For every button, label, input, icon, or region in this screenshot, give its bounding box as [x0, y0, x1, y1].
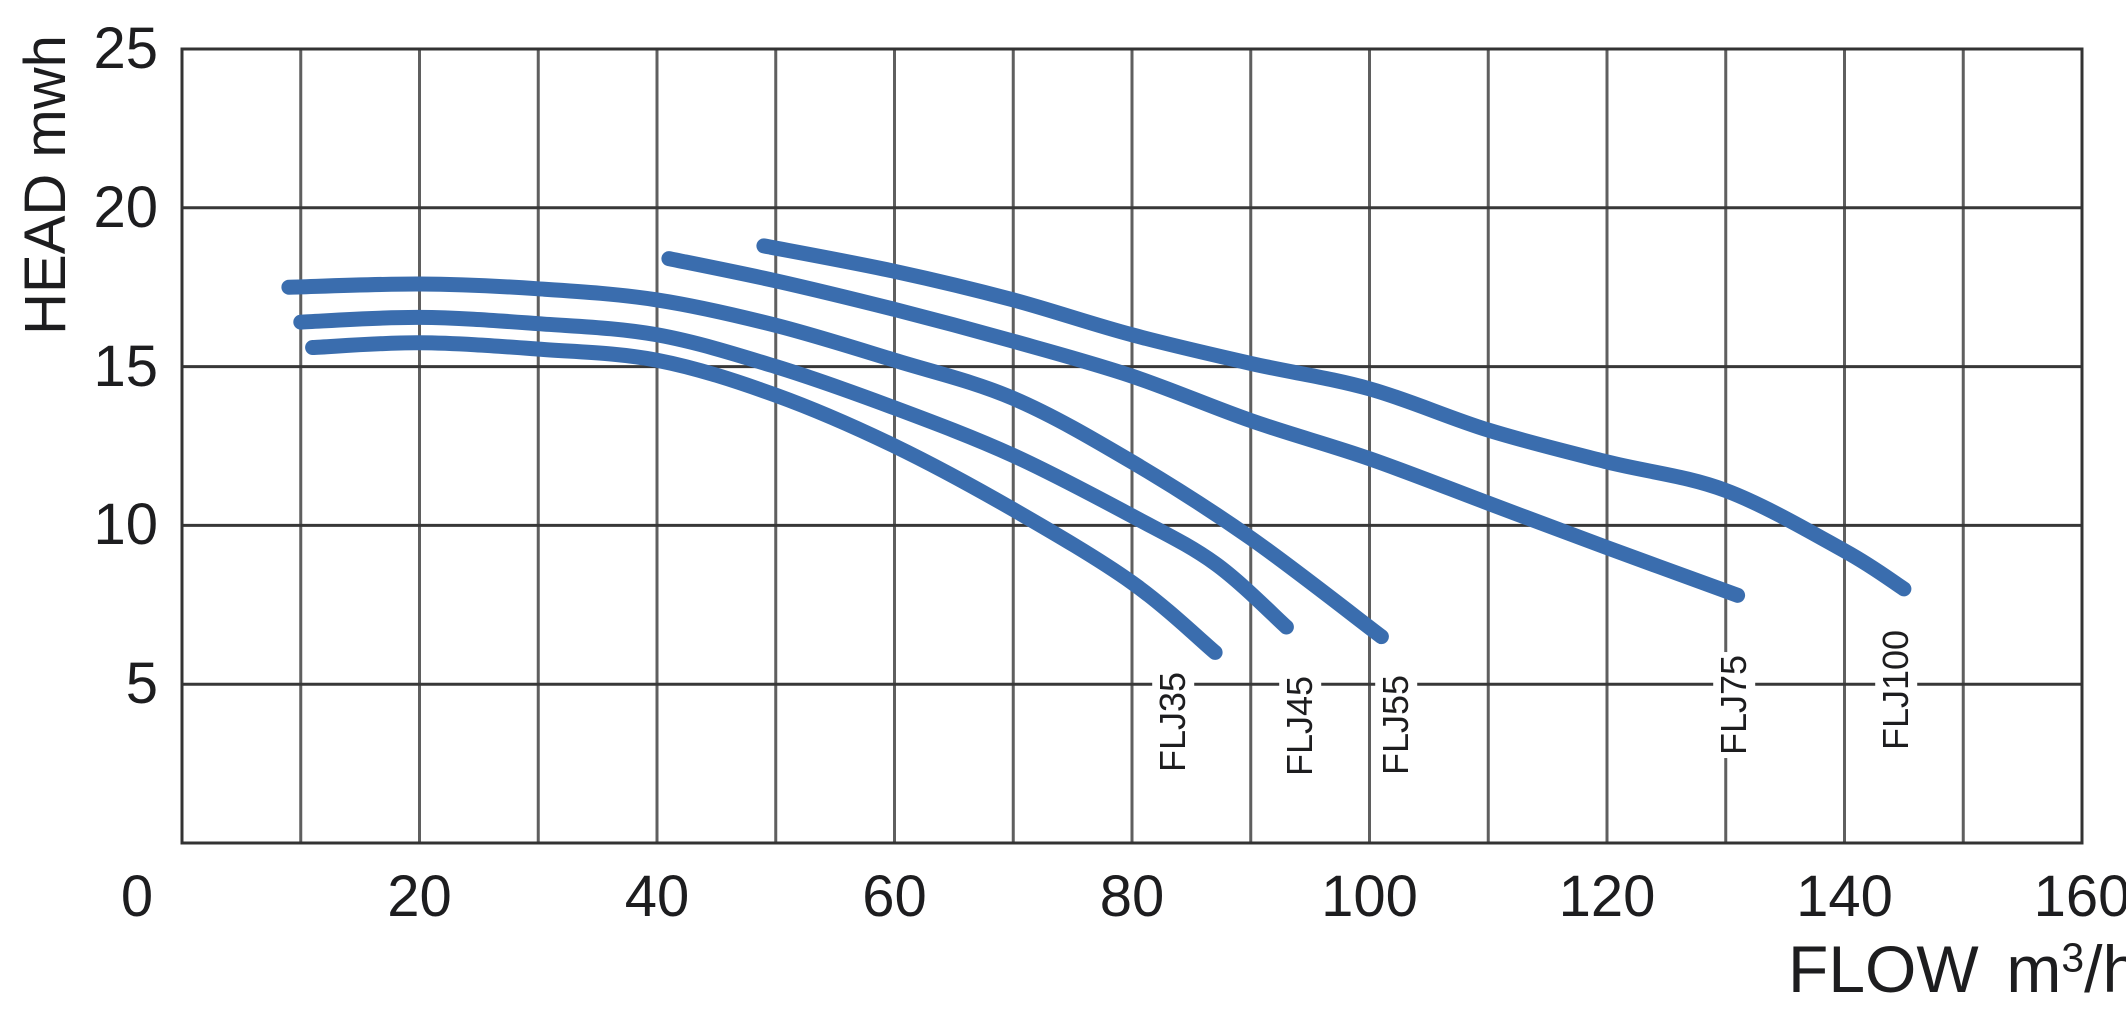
plot-border — [180, 47, 2084, 845]
y-tick-label-10: 10 — [93, 492, 158, 558]
x-axis-title-word: FLOW — [1788, 932, 1979, 1006]
x-tick-label-60: 60 — [862, 864, 927, 929]
x-tick-label-120: 120 — [1558, 864, 1656, 929]
pump-curve-FLJ75 — [661, 251, 1746, 603]
curve-label-FLJ75: FLJ75 — [1713, 651, 1755, 759]
x-axis-unit-tail: /h — [2084, 932, 2126, 1006]
pump-curve-FLJ45 — [293, 309, 1294, 635]
y-tick-label-5: 5 — [125, 651, 158, 717]
curve-label-FLJ55: FLJ55 — [1375, 671, 1417, 779]
x-axis-title: FLOW m3/h — [1788, 936, 2126, 1002]
x-tick-label-160: 160 — [2033, 864, 2126, 929]
x-axis-unit-exponent: 3 — [2061, 934, 2085, 981]
y-tick-label-20: 20 — [93, 174, 158, 240]
curve-label-FLJ100: FLJ100 — [1875, 626, 1917, 754]
origin-tick-label: 0 — [120, 864, 154, 929]
y-tick-label-15: 15 — [93, 333, 158, 399]
pump-curve-FLJ100 — [756, 238, 1912, 597]
x-tick-label-80: 80 — [1099, 864, 1165, 929]
curve-label-FLJ45: FLJ45 — [1279, 672, 1321, 780]
x-axis-unit-base: m — [2006, 932, 2062, 1006]
x-tick-label-140: 140 — [1796, 864, 1893, 929]
pump-curve-FLJ35 — [305, 335, 1223, 660]
x-tick-label-40: 40 — [624, 864, 690, 929]
y-tick-label-25: 25 — [93, 16, 158, 81]
x-tick-label-20: 20 — [387, 864, 452, 929]
x-tick-label-100: 100 — [1321, 864, 1418, 929]
pump-curve-FLJ55 — [281, 276, 1389, 645]
curve-label-FLJ35: FLJ35 — [1152, 668, 1194, 776]
